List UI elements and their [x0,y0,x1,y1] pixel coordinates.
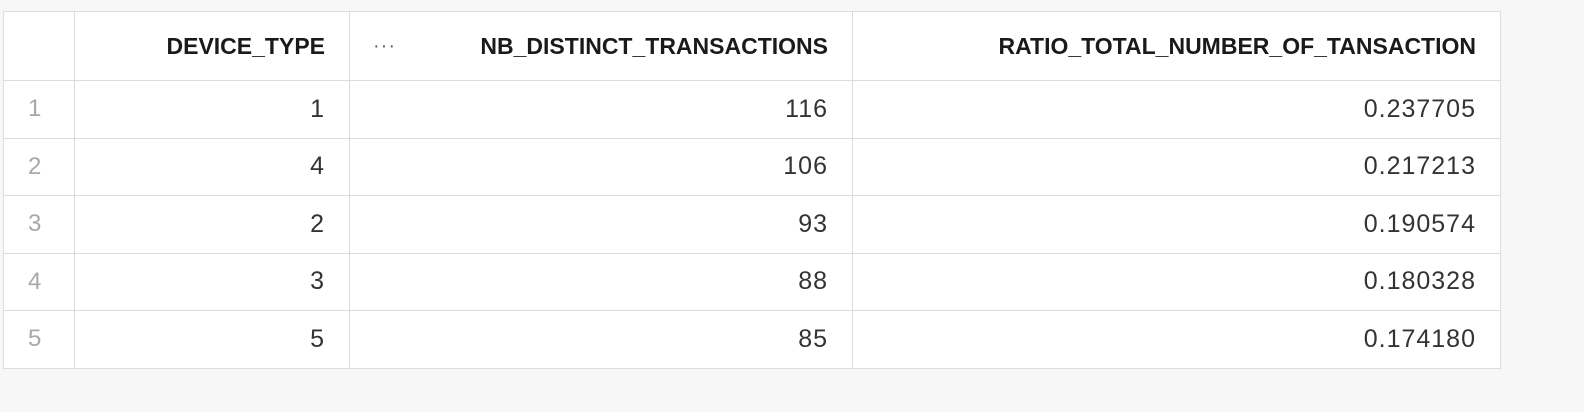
cell-device-type[interactable]: 2 [74,195,350,254]
cell-nb-distinct-transactions[interactable]: 93 [349,195,853,254]
cell-nb-distinct-transactions[interactable]: 88 [349,252,853,311]
cell-ratio[interactable]: 0.217213 [852,137,1501,196]
table-row[interactable]: 2 4 106 0.217213 [3,137,1501,196]
row-index-header [3,11,75,81]
column-header-device-type[interactable]: DEVICE_TYPE [74,11,350,81]
header-row: DEVICE_TYPE ··· NB_DISTINCT_TRANSACTIONS… [3,11,1501,81]
cell-ratio[interactable]: 0.190574 [852,195,1501,254]
cell-device-type[interactable]: 4 [74,137,350,196]
table-row[interactable]: 1 1 116 0.237705 [3,80,1501,139]
table-row[interactable]: 3 2 93 0.190574 [3,195,1501,254]
cell-nb-distinct-transactions[interactable]: 116 [349,80,853,139]
results-table: DEVICE_TYPE ··· NB_DISTINCT_TRANSACTIONS… [3,11,1501,369]
cell-ratio[interactable]: 0.237705 [852,80,1501,139]
column-header-nb-distinct-transactions[interactable]: ··· NB_DISTINCT_TRANSACTIONS [349,11,853,81]
table-row[interactable]: 5 5 85 0.174180 [3,310,1501,369]
cell-nb-distinct-transactions[interactable]: 85 [349,310,853,369]
cell-device-type[interactable]: 5 [74,310,350,369]
row-index: 2 [3,137,75,196]
cell-ratio[interactable]: 0.174180 [852,310,1501,369]
cell-device-type[interactable]: 1 [74,80,350,139]
column-header-label: NB_DISTINCT_TRANSACTIONS [480,32,828,59]
column-header-label: RATIO_TOTAL_NUMBER_OF_TANSACTION [998,32,1476,59]
row-index: 5 [3,310,75,369]
row-index: 1 [3,80,75,139]
column-header-label: DEVICE_TYPE [166,32,326,59]
row-index: 3 [3,195,75,254]
row-index: 4 [3,252,75,311]
column-header-ratio-total-number-of-transaction[interactable]: RATIO_TOTAL_NUMBER_OF_TANSACTION [852,11,1501,81]
results-grid: DEVICE_TYPE ··· NB_DISTINCT_TRANSACTIONS… [3,11,1501,369]
table-row[interactable]: 4 3 88 0.180328 [3,252,1501,311]
more-options-icon[interactable]: ··· [373,34,396,57]
cell-nb-distinct-transactions[interactable]: 106 [349,137,853,196]
cell-ratio[interactable]: 0.180328 [852,252,1501,311]
cell-device-type[interactable]: 3 [74,252,350,311]
